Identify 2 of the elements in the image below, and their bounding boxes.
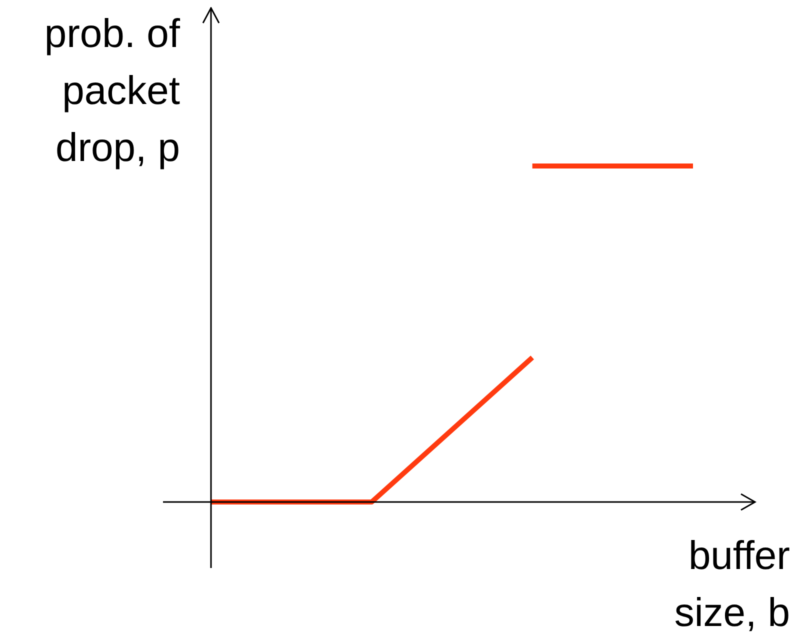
x-axis-title: buffer size, b: [673, 533, 790, 637]
y-axis-title: prob. of packet drop, p: [43, 11, 180, 172]
